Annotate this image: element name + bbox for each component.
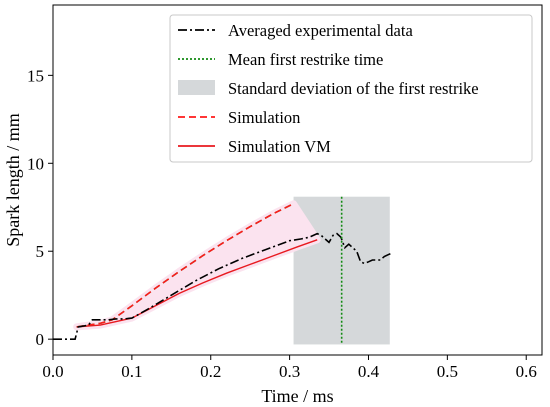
x-tick-label: 0.2 [200, 362, 221, 381]
y-tick-label: 5 [36, 242, 45, 261]
series-line-simulation [76, 203, 294, 328]
series-line-simulation-vm [76, 239, 318, 328]
plot-area [53, 196, 393, 345]
x-tick-label: 0.4 [358, 362, 380, 381]
legend-label: Mean first restrike time [228, 50, 383, 69]
y-tick-label: 0 [36, 330, 45, 349]
x-tick-label: 0.3 [279, 362, 300, 381]
x-tick-label: 0.5 [437, 362, 458, 381]
legend-items: Averaged experimental data Mean first res… [178, 21, 479, 156]
y-tick-label: 15 [27, 66, 44, 85]
legend-label: Averaged experimental data [228, 21, 413, 40]
legend-label: Simulation VM [228, 137, 331, 156]
legend-label: Simulation [228, 108, 300, 127]
legend-label: Standard deviation of the first restrike [228, 79, 479, 98]
x-tick-label: 0.0 [42, 362, 63, 381]
x-tick-label: 0.1 [121, 362, 142, 381]
axes-frame [52, 4, 543, 356]
x-tick-label: 0.6 [516, 362, 537, 381]
y-tick-label: 10 [27, 154, 44, 173]
y-axis-label: Spark length / mm [3, 113, 23, 247]
series-line-averaged-experimental-data [53, 232, 393, 341]
simulation-envelope [73, 200, 321, 331]
x-axis-label: Time / ms [261, 386, 333, 406]
axis-ticks: 0.0 0.1 0.2 0.3 0.4 0.5 0.6 0 5 10 15 [27, 66, 537, 381]
legend: Averaged experimental data Mean first res… [169, 14, 533, 163]
legend-box [169, 14, 533, 163]
legend-swatch-std-band [178, 80, 215, 95]
